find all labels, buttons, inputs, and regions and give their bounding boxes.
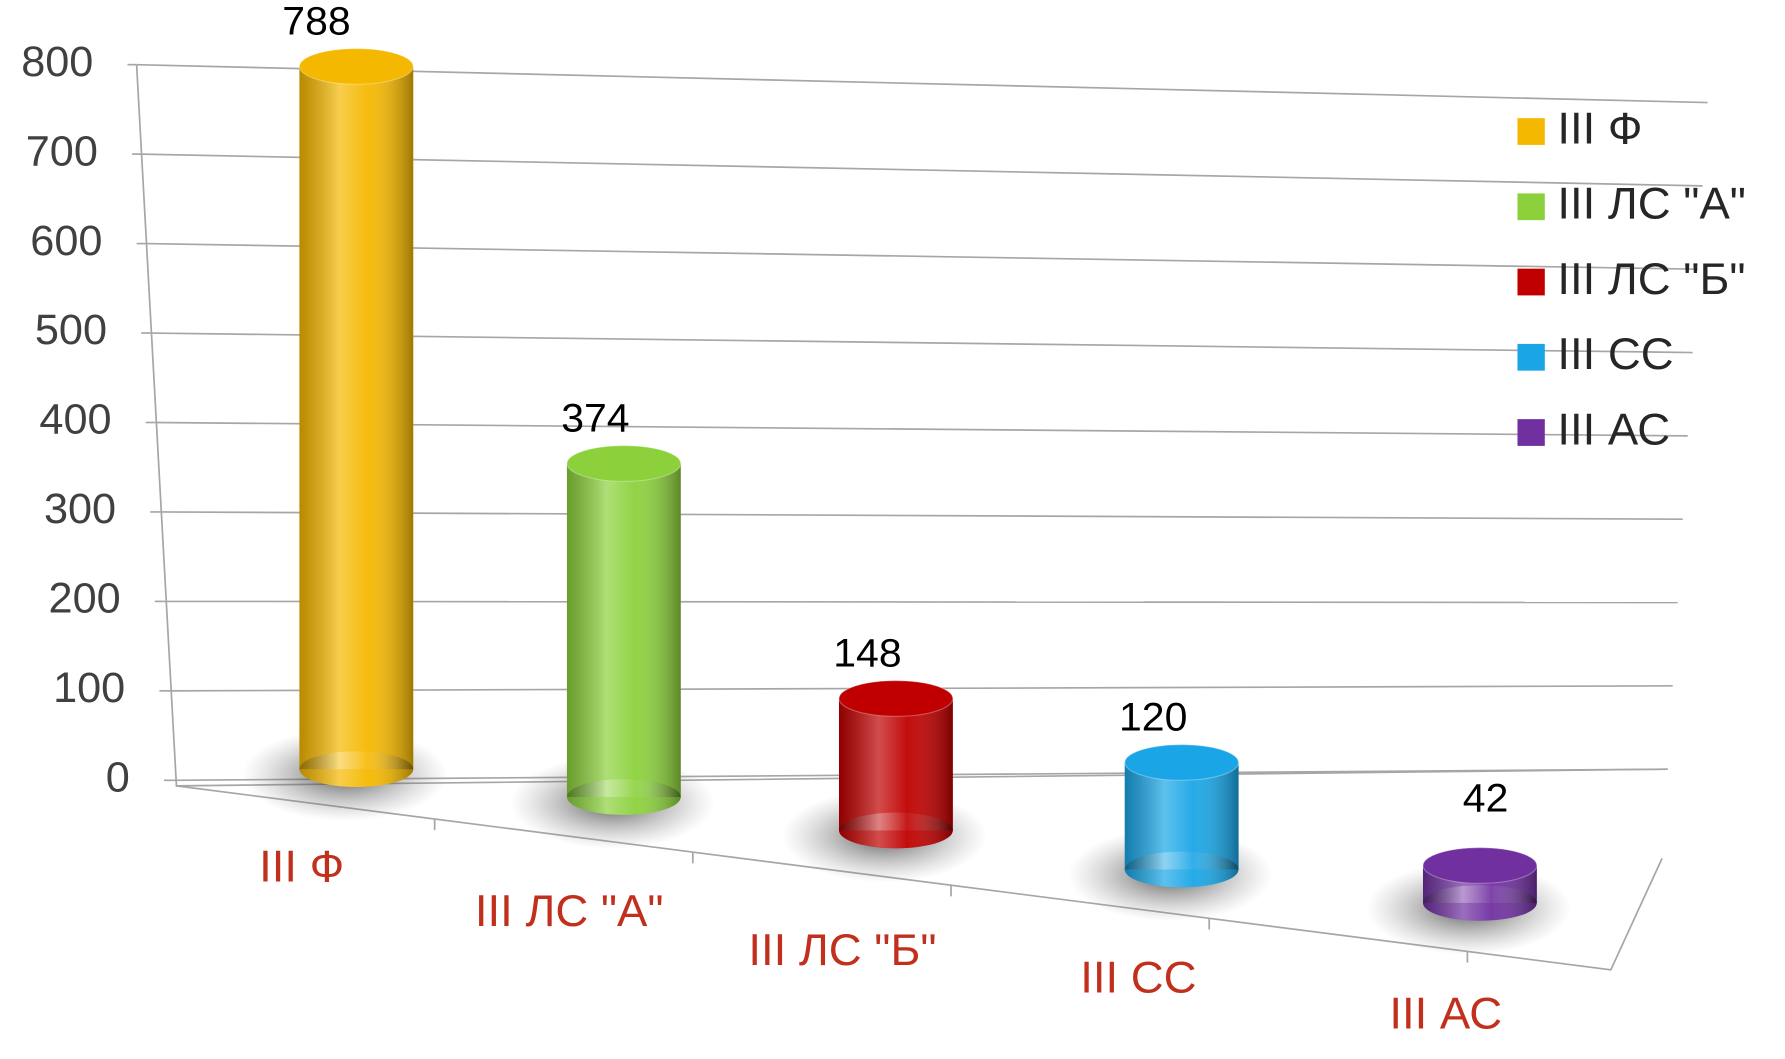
- data-label: 788: [282, 0, 350, 44]
- legend-label: III СС: [1557, 328, 1673, 378]
- y-tick-label: 300: [44, 486, 116, 533]
- floor-edge: [176, 785, 1663, 971]
- x-tick-label: III АС: [1389, 988, 1502, 1038]
- y-tick-label: 700: [26, 128, 98, 175]
- x-tick-label: III СС: [1080, 952, 1196, 1002]
- bar-top: [298, 48, 414, 85]
- legend-swatch: [1517, 343, 1545, 371]
- legend-swatch: [1517, 419, 1545, 446]
- y-tick-label: 100: [53, 664, 125, 711]
- bar-shade: [566, 463, 681, 798]
- legend-swatch: [1517, 118, 1545, 145]
- legend-label: III ЛС "А": [1557, 178, 1746, 228]
- data-label: 374: [561, 395, 629, 441]
- legend-swatch: [1517, 268, 1545, 296]
- grid-line: [159, 511, 1683, 521]
- y-tick-label: 200: [49, 575, 121, 622]
- bar-top: [1124, 744, 1240, 781]
- bar-top: [566, 445, 682, 482]
- legend-label: III ЛС "Б": [1557, 253, 1745, 303]
- data-label: 42: [1463, 775, 1509, 821]
- bar-shade: [299, 66, 414, 770]
- legend-label: III АС: [1557, 404, 1670, 454]
- legend-label: III Ф: [1557, 103, 1642, 153]
- bar-top: [1422, 847, 1538, 884]
- y-tick-label: 800: [21, 38, 93, 85]
- bar-top: [838, 680, 954, 717]
- x-tick-label: III ЛС "Б": [748, 924, 936, 974]
- grid-line: [163, 600, 1678, 604]
- data-label: 148: [833, 630, 901, 676]
- y-tick-label: 500: [35, 307, 107, 354]
- legend-swatch: [1517, 193, 1545, 221]
- y-tick-label: 400: [39, 396, 111, 443]
- bar-shade: [838, 698, 953, 831]
- y-tick-label: 0: [106, 754, 130, 801]
- data-label: 120: [1119, 694, 1187, 740]
- x-tick-label: III Ф: [259, 841, 344, 891]
- x-tick-label: III ЛС "А": [475, 885, 664, 935]
- y-tick-label: 600: [30, 217, 102, 264]
